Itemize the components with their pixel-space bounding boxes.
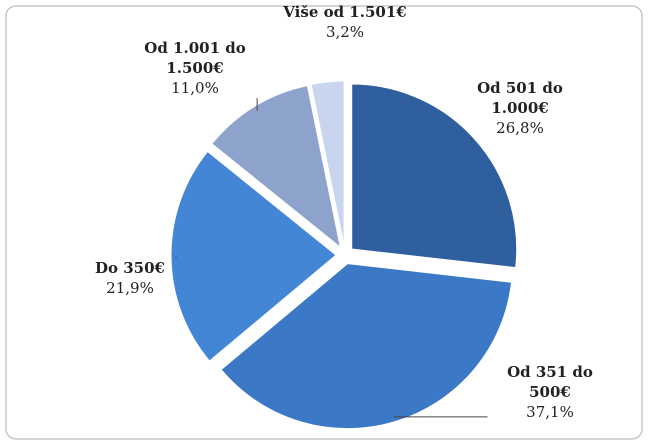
slice-label: Do 350€ 21,9% (75, 258, 185, 298)
pie-slice (211, 85, 342, 249)
slice-label: Od 351 do 500€ 37,1% (488, 362, 613, 422)
slice-label: Od 501 do 1.000€ 26,8% (458, 78, 583, 138)
pie-slice (351, 83, 518, 269)
value-label: 3,2% (325, 23, 365, 41)
slice-label: Više od 1.501€ 3,2% (283, 2, 408, 42)
value-label: 11,0% (171, 79, 219, 97)
category-label: Do 350€ (95, 259, 165, 277)
category-label: Više od 1.501€ (283, 3, 407, 21)
pie-slice (310, 80, 345, 247)
slice-label: Od 1.001 do 1.500€ 11,0% (133, 38, 258, 98)
category-label: Od 501 do 1.000€ (477, 79, 563, 117)
value-label: 37,1% (526, 403, 574, 421)
category-label: Od 351 do 500€ (507, 363, 593, 401)
pie-slice (170, 150, 337, 362)
category-label: Od 1.001 do 1.500€ (144, 39, 246, 77)
value-label: 21,9% (106, 279, 154, 297)
value-label: 26,8% (496, 119, 544, 137)
pie-slice (220, 263, 513, 430)
